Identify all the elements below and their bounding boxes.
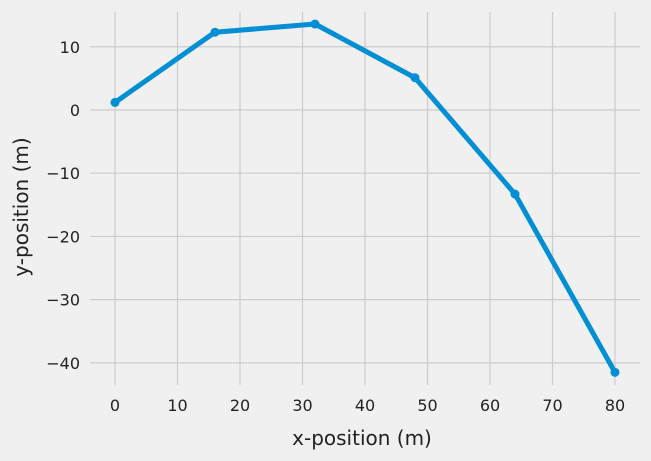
x-tick-label: 60: [480, 396, 500, 415]
x-tick-labels: 0 10 20 30 40 50 60 70 80: [110, 396, 625, 415]
series-line: [112, 21, 618, 375]
x-tick-label: 0: [110, 396, 120, 415]
data-point: [110, 97, 120, 107]
y-tick-label: 0: [70, 101, 80, 120]
y-tick-labels: 10 0 −10 −20 −30 −40: [46, 38, 80, 373]
data-point: [310, 19, 320, 29]
y-tick-label: −30: [46, 291, 80, 310]
y-tick-label: −40: [46, 354, 80, 373]
data-point: [410, 73, 420, 83]
y-tick-label: −10: [46, 164, 80, 183]
x-tick-label: 80: [605, 396, 625, 415]
series-layer: [110, 19, 620, 377]
x-tick-label: 10: [167, 396, 187, 415]
data-point: [210, 27, 220, 37]
y-tick-label: 10: [60, 38, 80, 57]
x-tick-label: 30: [292, 396, 312, 415]
x-tick-label: 70: [542, 396, 562, 415]
grid: [90, 12, 640, 385]
x-tick-label: 50: [417, 396, 437, 415]
data-point: [610, 367, 620, 377]
x-axis-label: x-position (m): [292, 426, 432, 450]
x-tick-label: 20: [230, 396, 250, 415]
y-axis-label: y-position (m): [9, 137, 33, 276]
data-point: [510, 189, 520, 199]
y-tick-label: −20: [46, 227, 80, 246]
x-tick-label: 40: [355, 396, 375, 415]
